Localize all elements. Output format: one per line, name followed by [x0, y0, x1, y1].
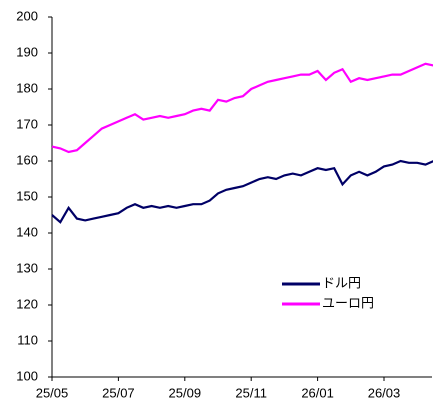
y-tick-label: 180 — [16, 80, 38, 95]
y-tick-label: 150 — [16, 188, 38, 203]
x-tick-label: 25/09 — [169, 385, 202, 400]
y-tick-label: 190 — [16, 44, 38, 59]
y-tick-label: 200 — [16, 8, 38, 23]
x-tick-label: 26/01 — [301, 385, 334, 400]
series-line — [51, 159, 433, 224]
x-tick-label: 25/11 — [235, 385, 267, 400]
y-tick-label: 140 — [16, 224, 38, 239]
x-tick-label: 25/07 — [102, 385, 135, 400]
y-tick-label: 170 — [16, 116, 38, 131]
y-tick-label: 130 — [16, 260, 38, 275]
x-tick-label: 25/05 — [36, 385, 69, 400]
x-tick-label: 26/03 — [368, 385, 401, 400]
legend-label: ドル円 — [322, 275, 361, 290]
series-line — [51, 62, 433, 154]
y-tick-label: 110 — [17, 332, 38, 347]
y-tick-label: 160 — [16, 152, 38, 167]
legend-label: ユーロ円 — [322, 295, 374, 310]
y-tick-label: 120 — [16, 296, 38, 311]
y-tick-label: 100 — [16, 368, 38, 383]
